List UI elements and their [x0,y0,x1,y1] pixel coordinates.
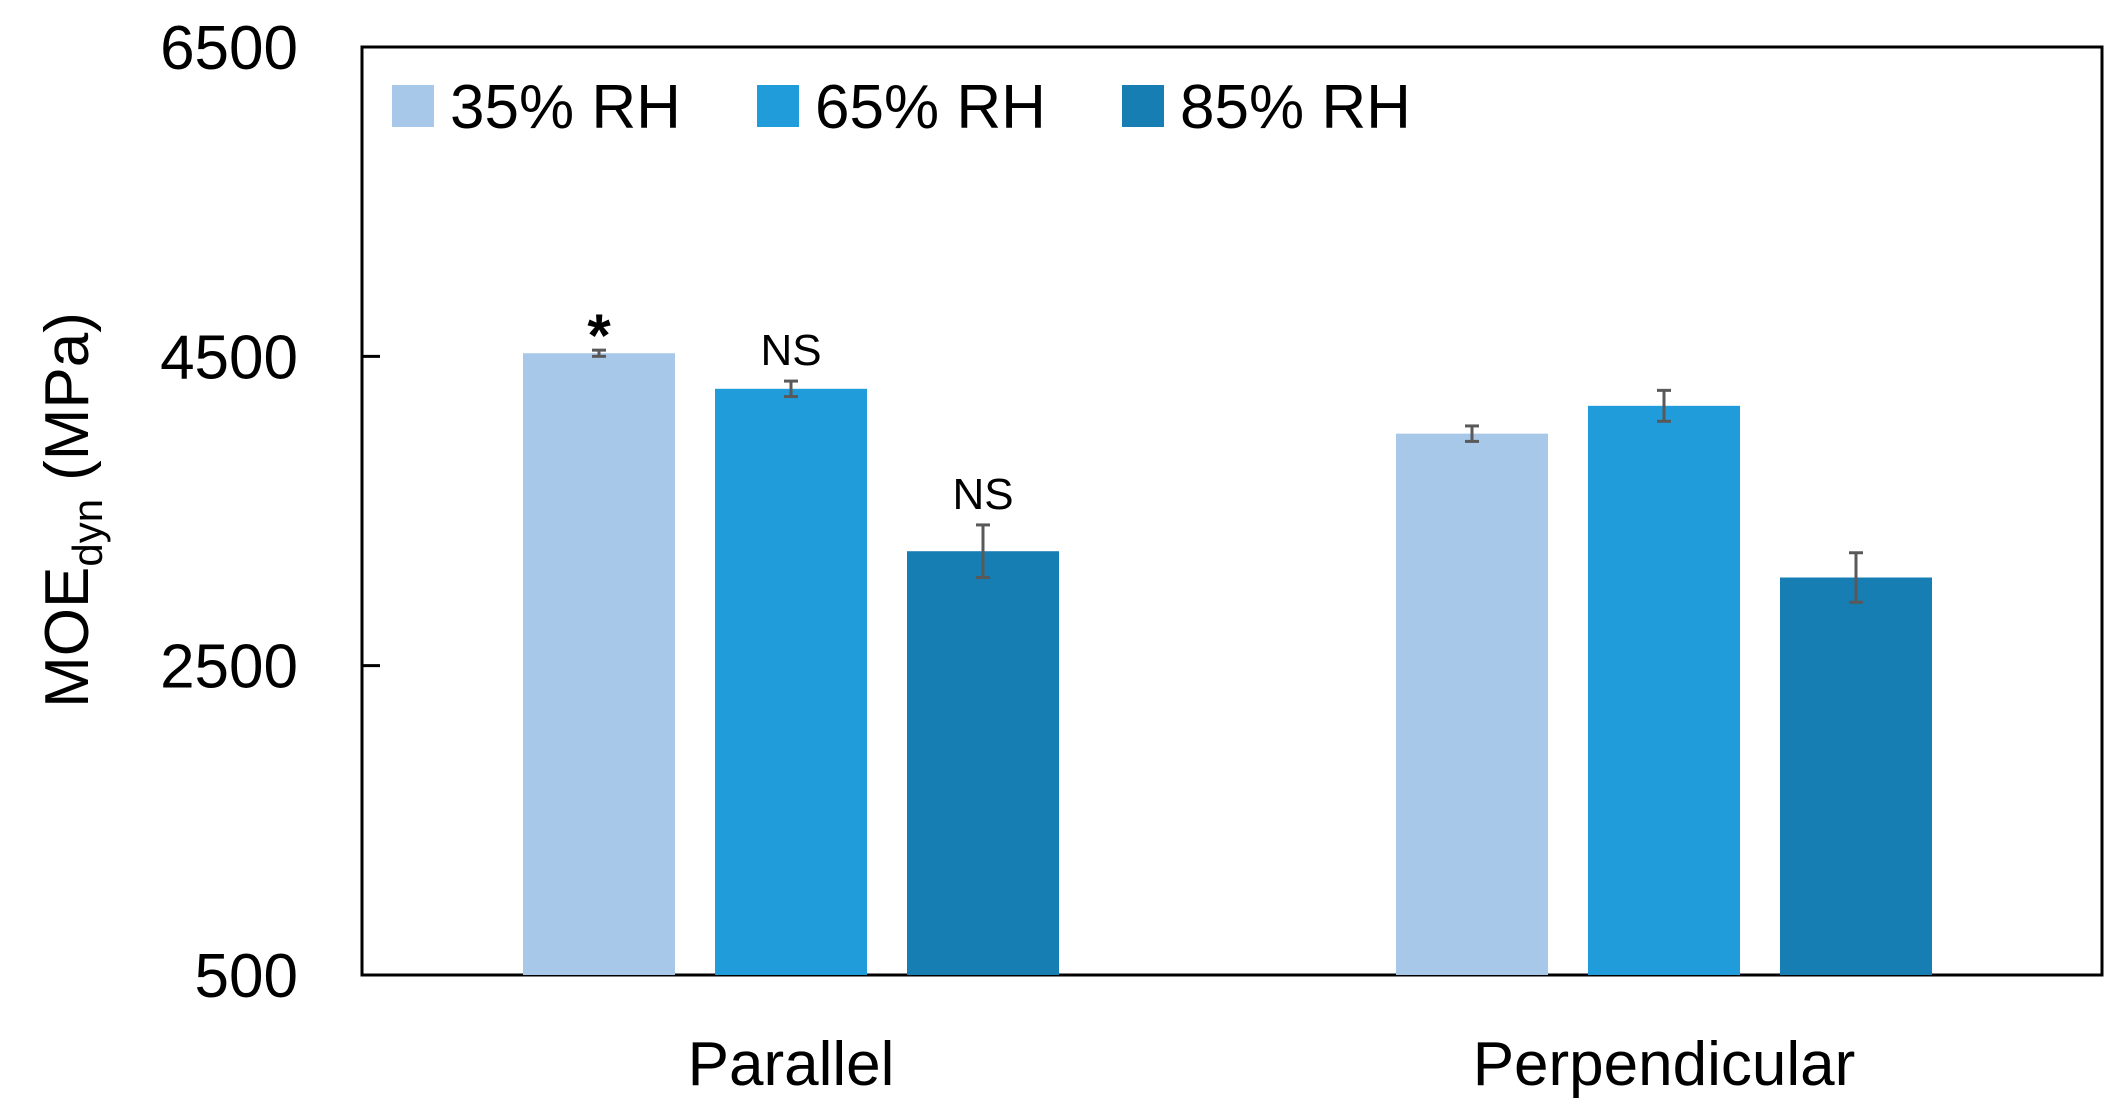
error-bar [592,348,606,358]
legend-swatch [757,85,799,127]
legend-label: 65% RH [815,73,1046,142]
y-axis-label-unit: (MPa) [33,312,102,481]
error-bar [976,523,990,580]
x-category-label: Perpendicular [1473,1030,1856,1099]
legend-item: 65% RH [757,73,1046,142]
error-bar [1849,551,1863,604]
legend: 35% RH 65% RH 85% RH [392,73,1411,142]
y-axis-label-subscript: dyn [64,499,111,567]
significance-annotation: * [587,302,611,369]
y-axis-ticks: 500 2500 4500 6500 [160,14,380,1011]
error-bar [1465,424,1479,443]
bar [1780,577,1932,975]
x-axis-labels: Parallel Perpendicular [688,1030,1856,1099]
bar [715,388,867,975]
legend-swatch [392,85,434,127]
y-tick-label: 500 [195,942,298,1011]
legend-item: 35% RH [392,73,681,142]
legend-label: 85% RH [1180,73,1411,142]
error-bar [784,379,798,399]
y-tick-label: 4500 [160,323,298,392]
bar [1396,433,1548,976]
bar [1588,405,1740,975]
y-axis-label: MOEdyn (MPa) [33,312,111,708]
legend-label: 35% RH [450,73,681,142]
y-tick-label: 2500 [160,633,298,702]
error-bar [1657,388,1671,423]
y-tick-label: 6500 [160,14,298,83]
x-category-label: Parallel [688,1030,895,1099]
bar [907,551,1059,975]
significance-annotation: NS [760,326,821,375]
bar [523,353,675,975]
bars: * NS NS [523,302,1932,976]
legend-item: 85% RH [1122,73,1411,142]
y-axis-label-main: MOE [33,567,102,708]
significance-annotation: NS [952,470,1013,519]
legend-swatch [1122,85,1164,127]
